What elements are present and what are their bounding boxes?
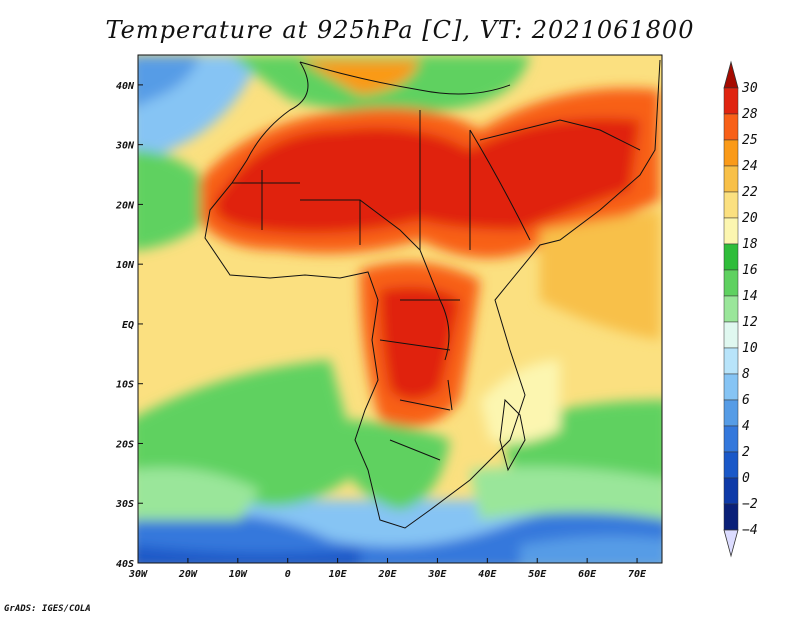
lon-tick-label: 30E — [427, 569, 447, 580]
lon-tick-label: 20E — [377, 569, 397, 580]
plot-frame — [137, 54, 663, 564]
lat-tick-label: 20S — [115, 439, 134, 450]
colorbar-swatch — [723, 269, 739, 297]
colorbar-swatch — [723, 503, 739, 531]
colorbar-label: −4 — [742, 523, 758, 538]
colorbar-top-arrow — [723, 60, 739, 89]
latitude-axis: 40N 30N 20N 10N EQ 10S 20S 30S 40S — [115, 81, 143, 570]
lon-tick-label: 30W — [128, 569, 148, 580]
lat-tick-label: 40N — [116, 81, 135, 92]
lat-tick-label: EQ — [122, 320, 134, 331]
lat-tick-label: 40S — [116, 559, 134, 570]
colorbar-swatch — [723, 87, 739, 115]
longitude-axis: 30W 20W 10W 0 10E 20E 30E 40E 50E 60E 70E — [128, 558, 647, 580]
coastlines — [204, 59, 661, 529]
colorbar-swatch — [723, 165, 739, 193]
colorbar-swatch — [723, 477, 739, 505]
colorbar-swatch — [723, 321, 739, 349]
colorbar-swatch — [723, 113, 739, 141]
colorbar-swatch — [723, 425, 739, 453]
colorbar-label: 4 — [742, 419, 750, 434]
lat-tick-label: 30S — [115, 499, 134, 510]
colorbar-label: 16 — [742, 263, 758, 278]
colorbar-swatch — [723, 243, 739, 271]
colorbar-label: 28 — [742, 107, 758, 122]
lon-tick-label: 0 — [285, 569, 291, 580]
colorbar-swatch — [723, 139, 739, 167]
lon-tick-label: 20W — [178, 569, 198, 580]
colorbar-swatch — [723, 451, 739, 479]
grads-credit: GrADS: IGES/COLA — [4, 604, 91, 614]
map-title: Temperature at 925hPa [C], VT: 202106180… — [105, 16, 695, 44]
lon-tick-label: 40E — [478, 569, 497, 580]
colorbar-swatch — [723, 399, 739, 427]
colorbar-label: 18 — [742, 237, 758, 252]
colorbar-label: 0 — [742, 471, 750, 486]
lon-tick-label: 60E — [578, 569, 597, 580]
lat-tick-label: 20N — [115, 200, 135, 211]
colorbar-label: 24 — [742, 159, 758, 174]
colorbar-label: 2 — [742, 445, 750, 460]
temperature-field — [138, 55, 662, 563]
colorbar-swatch — [723, 191, 739, 219]
lat-tick-label: 10N — [116, 260, 135, 271]
colorbar-label: 14 — [742, 289, 758, 304]
lon-tick-label: 10W — [229, 569, 248, 580]
lon-tick-label: 10E — [329, 569, 348, 580]
colorbar-swatch — [723, 295, 739, 323]
colorbar-swatch — [723, 217, 739, 245]
colorbar-label: 8 — [742, 367, 750, 382]
lat-tick-label: 10S — [116, 380, 134, 391]
colorbar-label: 25 — [742, 133, 758, 148]
lat-tick-label: 30N — [115, 141, 135, 152]
lon-tick-label: 70E — [628, 569, 647, 580]
colorbar-bottom-arrow — [723, 529, 739, 558]
colorbar-swatch — [723, 373, 739, 401]
colorbar-label: 20 — [742, 211, 758, 226]
colorbar-label: −2 — [742, 497, 758, 512]
colorbar-label: 12 — [742, 315, 758, 330]
colorbar-label: 22 — [742, 185, 758, 200]
colorbar-label: 30 — [741, 81, 758, 96]
colorbar-label: 6 — [742, 393, 750, 408]
colorbar-label: 10 — [742, 341, 758, 356]
lon-tick-label: 50E — [528, 569, 547, 580]
colorbar-swatch — [723, 347, 739, 375]
